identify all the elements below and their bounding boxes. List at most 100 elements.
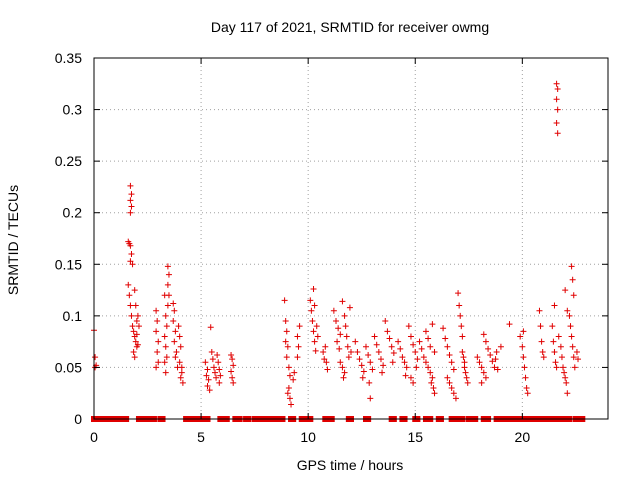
data-point bbox=[164, 263, 171, 270]
data-point bbox=[536, 307, 543, 314]
data-point bbox=[382, 318, 389, 325]
data-point bbox=[474, 354, 481, 361]
data-point bbox=[178, 369, 185, 376]
data-point bbox=[128, 312, 135, 319]
data-point bbox=[523, 385, 530, 392]
data-point bbox=[407, 374, 414, 381]
data-point bbox=[133, 318, 140, 325]
data-point bbox=[341, 312, 348, 319]
data-point bbox=[216, 366, 223, 373]
x-tick-labels: 0 5 10 15 20 bbox=[90, 429, 530, 445]
data-point bbox=[562, 374, 569, 381]
data-point bbox=[356, 356, 363, 363]
data-point bbox=[127, 197, 134, 204]
data-point bbox=[294, 354, 301, 361]
data-point bbox=[487, 352, 494, 359]
data-point bbox=[403, 364, 410, 371]
data-point bbox=[343, 333, 350, 340]
data-point bbox=[229, 356, 236, 363]
data-point bbox=[177, 374, 184, 381]
data-point bbox=[162, 312, 169, 319]
data-point bbox=[517, 333, 524, 340]
data-point bbox=[366, 379, 373, 386]
data-point bbox=[322, 343, 329, 350]
data-point bbox=[202, 359, 209, 366]
data-point bbox=[554, 85, 561, 92]
data-point bbox=[208, 348, 215, 355]
data-point bbox=[560, 364, 567, 371]
data-point bbox=[568, 333, 575, 340]
y-tick-label: 0.35 bbox=[55, 50, 82, 66]
data-point bbox=[360, 368, 367, 375]
y-tick-label: 0.25 bbox=[55, 153, 82, 169]
data-point bbox=[573, 348, 580, 355]
data-point bbox=[428, 379, 435, 386]
data-point bbox=[346, 304, 353, 311]
data-point bbox=[310, 328, 317, 335]
data-point bbox=[460, 354, 467, 361]
data-point bbox=[410, 379, 417, 386]
data-point bbox=[309, 318, 316, 325]
data-point bbox=[133, 331, 140, 338]
data-point bbox=[204, 366, 211, 373]
data-point bbox=[440, 325, 447, 332]
grid-lines bbox=[94, 58, 608, 419]
data-point bbox=[170, 318, 177, 325]
data-point bbox=[386, 335, 393, 342]
data-point bbox=[320, 348, 327, 355]
data-point bbox=[563, 379, 570, 386]
data-point bbox=[162, 369, 169, 376]
data-point bbox=[389, 359, 396, 366]
data-point bbox=[203, 372, 210, 379]
data-point bbox=[564, 307, 571, 314]
data-point bbox=[207, 324, 214, 331]
data-point bbox=[321, 356, 328, 363]
data-points bbox=[91, 80, 582, 408]
data-point bbox=[557, 343, 564, 350]
data-point bbox=[340, 374, 347, 381]
data-point bbox=[520, 354, 527, 361]
data-point bbox=[413, 364, 420, 371]
y-tick-labels: 0 0.05 0.1 0.15 0.2 0.25 0.3 0.35 bbox=[55, 50, 82, 427]
data-point bbox=[171, 307, 178, 314]
data-point bbox=[462, 369, 469, 376]
data-point bbox=[173, 348, 180, 355]
y-axis-label: SRMTID / TECUs bbox=[5, 185, 21, 295]
data-point bbox=[330, 307, 337, 314]
data-point bbox=[155, 359, 162, 366]
data-point bbox=[463, 374, 470, 381]
data-point bbox=[429, 374, 436, 381]
data-point bbox=[519, 343, 526, 350]
data-point bbox=[129, 323, 136, 330]
data-point bbox=[521, 364, 528, 371]
data-point bbox=[127, 258, 134, 265]
data-point bbox=[553, 96, 560, 103]
data-point bbox=[295, 343, 302, 350]
data-point bbox=[153, 328, 160, 335]
data-point bbox=[575, 356, 582, 363]
data-point bbox=[171, 338, 178, 345]
data-point bbox=[154, 318, 161, 325]
data-point bbox=[311, 338, 318, 345]
data-point bbox=[550, 338, 557, 345]
data-point bbox=[288, 401, 295, 408]
data-point bbox=[412, 348, 419, 355]
data-point bbox=[461, 364, 468, 371]
data-point bbox=[345, 354, 352, 361]
data-point bbox=[334, 338, 341, 345]
data-point bbox=[179, 379, 186, 386]
data-point bbox=[313, 323, 320, 330]
data-point bbox=[337, 359, 344, 366]
data-point bbox=[127, 302, 134, 309]
y-tick-label: 0 bbox=[74, 411, 82, 427]
data-point bbox=[367, 359, 374, 366]
data-point bbox=[308, 307, 315, 314]
data-point bbox=[135, 323, 142, 330]
data-point bbox=[217, 372, 224, 379]
data-point bbox=[485, 345, 492, 352]
data-point bbox=[131, 354, 138, 361]
data-point bbox=[213, 374, 220, 381]
data-point bbox=[212, 369, 219, 376]
data-point bbox=[358, 362, 365, 369]
data-point bbox=[522, 374, 529, 381]
